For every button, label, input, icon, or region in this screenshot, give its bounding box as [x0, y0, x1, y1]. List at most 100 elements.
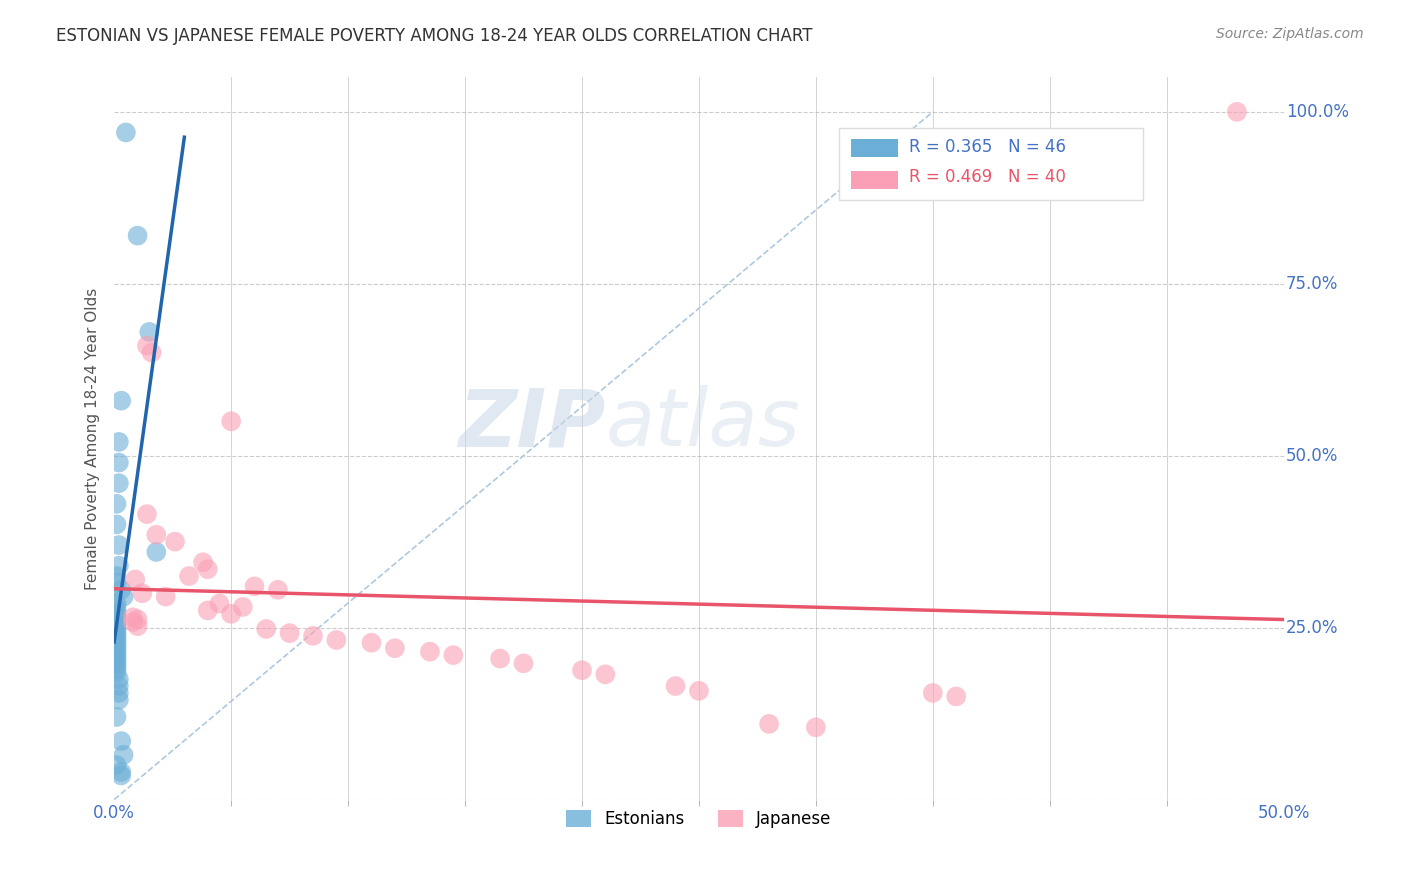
Point — [804, 720, 827, 734]
Point — [232, 599, 254, 614]
Point — [105, 662, 128, 676]
Point — [105, 627, 128, 641]
Bar — [851, 171, 897, 189]
Point — [127, 619, 149, 633]
Point — [108, 693, 131, 707]
Text: R = 0.365   N = 46: R = 0.365 N = 46 — [910, 138, 1066, 156]
Point — [105, 758, 128, 772]
Point — [108, 456, 131, 470]
Point — [127, 612, 149, 626]
Point — [110, 734, 132, 748]
Point — [302, 629, 325, 643]
Point — [108, 476, 131, 491]
Point — [105, 655, 128, 669]
Point — [105, 569, 128, 583]
Point — [105, 497, 128, 511]
Point — [110, 768, 132, 782]
Point — [197, 603, 219, 617]
Point — [122, 615, 145, 629]
Text: 25.0%: 25.0% — [1286, 618, 1339, 637]
Text: 100.0%: 100.0% — [1286, 103, 1348, 120]
Point — [108, 538, 131, 552]
Point — [138, 325, 160, 339]
Point — [489, 651, 512, 665]
Point — [163, 534, 186, 549]
Point — [141, 345, 163, 359]
Point — [105, 597, 128, 611]
Point — [105, 601, 128, 615]
Point — [136, 507, 159, 521]
Point — [105, 641, 128, 656]
Point — [115, 125, 138, 139]
Point — [688, 684, 710, 698]
Point — [105, 609, 128, 624]
Point — [105, 621, 128, 635]
Point — [105, 665, 128, 680]
Point — [105, 658, 128, 673]
Legend: Estonians, Japanese: Estonians, Japanese — [560, 803, 838, 835]
Point — [219, 607, 242, 621]
Point — [105, 631, 128, 645]
Point — [127, 228, 149, 243]
Point — [278, 626, 301, 640]
Point — [1226, 104, 1249, 119]
Point — [108, 434, 131, 449]
Point — [254, 622, 277, 636]
Point — [441, 648, 464, 662]
Y-axis label: Female Poverty Among 18-24 Year Olds: Female Poverty Among 18-24 Year Olds — [86, 287, 100, 590]
Point — [197, 562, 219, 576]
Point — [360, 636, 382, 650]
Point — [145, 528, 167, 542]
Bar — [851, 139, 897, 157]
Point — [177, 569, 200, 583]
Point — [105, 624, 128, 638]
Point — [124, 573, 146, 587]
Text: R = 0.469   N = 40: R = 0.469 N = 40 — [910, 168, 1066, 186]
Point — [145, 545, 167, 559]
Point — [105, 710, 128, 724]
Point — [105, 614, 128, 628]
Text: ESTONIAN VS JAPANESE FEMALE POVERTY AMONG 18-24 YEAR OLDS CORRELATION CHART: ESTONIAN VS JAPANESE FEMALE POVERTY AMON… — [56, 27, 813, 45]
Text: 50.0%: 50.0% — [1286, 447, 1339, 465]
Point — [243, 579, 266, 593]
Point — [110, 393, 132, 408]
Point — [419, 645, 441, 659]
Point — [921, 686, 943, 700]
Point — [108, 558, 131, 573]
Point — [512, 657, 534, 671]
Text: 75.0%: 75.0% — [1286, 275, 1339, 293]
Point — [571, 663, 593, 677]
Point — [267, 582, 290, 597]
Point — [758, 717, 780, 731]
Point — [105, 606, 128, 620]
Point — [105, 648, 128, 662]
Point — [105, 651, 128, 665]
Bar — [839, 128, 1143, 200]
Point — [110, 764, 132, 779]
Point — [191, 555, 214, 569]
Point — [595, 667, 617, 681]
Point — [208, 597, 231, 611]
Point — [105, 638, 128, 652]
Point — [945, 690, 967, 704]
Point — [108, 672, 131, 686]
Point — [136, 338, 159, 352]
Point — [105, 517, 128, 532]
Point — [105, 634, 128, 648]
Text: atlas: atlas — [606, 385, 800, 463]
Point — [122, 610, 145, 624]
Text: ZIP: ZIP — [458, 385, 606, 463]
Point — [108, 686, 131, 700]
Point — [105, 617, 128, 632]
Point — [112, 590, 135, 604]
Point — [219, 414, 242, 428]
Point — [155, 590, 177, 604]
Point — [112, 747, 135, 762]
Text: Source: ZipAtlas.com: Source: ZipAtlas.com — [1216, 27, 1364, 41]
Point — [384, 641, 406, 656]
Point — [105, 575, 128, 590]
Point — [105, 645, 128, 659]
Point — [325, 632, 347, 647]
Point — [108, 679, 131, 693]
Point — [664, 679, 686, 693]
